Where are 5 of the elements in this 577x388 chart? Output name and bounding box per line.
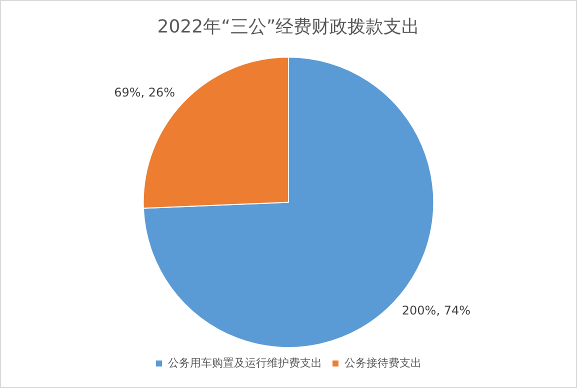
legend-label: 公务接待费支出 — [344, 356, 422, 370]
chart-title: 2022年“三公”经费财政拨款支出 — [157, 16, 420, 38]
legend-label: 公务用车购置及运行维护费支出 — [168, 356, 322, 370]
data-label: 200%, 74% — [402, 303, 471, 318]
data-label: 69%, 26% — [114, 86, 176, 100]
